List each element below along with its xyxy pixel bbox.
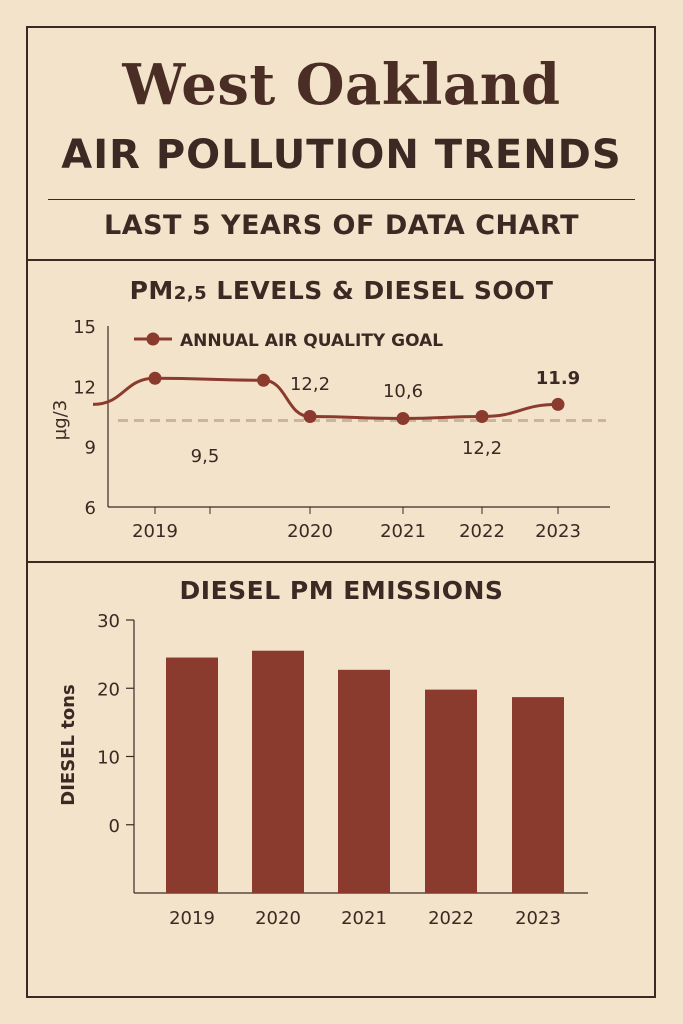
bar-x-tick-label: 2023 — [515, 908, 561, 929]
diesel-bar — [338, 669, 390, 893]
page-title: West Oakland — [122, 52, 561, 118]
bar-y-tick-label: 30 — [97, 611, 120, 632]
line-chart-title-sub: 2,5 — [173, 283, 208, 304]
line-x-tick-label: 2021 — [380, 521, 426, 542]
diesel-bar — [166, 657, 218, 893]
line-x-tick-label: 2023 — [535, 521, 581, 542]
bar-y-tick-label: 10 — [97, 748, 120, 769]
line-chart-title-main: PM — [129, 276, 174, 305]
bar-x-tick-label: 2019 — [169, 908, 215, 929]
pm25-data-point — [475, 410, 489, 423]
diesel-bar — [252, 650, 304, 893]
line-x-tick-label: 2019 — [132, 521, 178, 542]
diesel-bar — [425, 689, 477, 893]
line-y-axis-label: µg/3 — [50, 400, 71, 440]
section-divider-top — [26, 259, 656, 261]
pm25-data-point — [396, 412, 410, 426]
legend-marker — [146, 332, 160, 346]
pm25-data-point — [551, 397, 565, 411]
bar-x-tick-label: 2021 — [341, 908, 387, 929]
line-data-label: 11.9 — [536, 368, 580, 389]
line-x-tick-label: 2022 — [459, 521, 505, 542]
line-data-label: 12,2 — [462, 438, 502, 459]
pm25-data-point — [303, 410, 317, 423]
line-y-tick-label: 15 — [73, 317, 96, 338]
bar-x-tick-label: 2020 — [255, 908, 301, 929]
line-y-tick-label: 6 — [85, 498, 96, 519]
legend-label: ANNUAL AIR QUALITY GOAL — [180, 331, 443, 351]
pm25-data-point — [148, 371, 162, 385]
line-y-tick-label: 9 — [85, 438, 96, 459]
line-data-label: 10,6 — [383, 381, 423, 402]
line-x-tick-label: 2020 — [287, 521, 333, 542]
section-divider-bottom — [26, 561, 656, 563]
bar-chart-title: DIESEL PM EMISSIONS — [179, 576, 504, 605]
line-chart-title: PM2,5 LEVELS & DIESEL SOOT — [0, 276, 683, 305]
bar-y-axis-label: DIESEL tons — [58, 684, 79, 805]
line-data-label: 12,2 — [290, 374, 330, 395]
line-chart-title-rest: LEVELS & DIESEL SOOT — [207, 276, 554, 305]
diesel-bar — [512, 697, 564, 893]
page-subtitle: AIR POLLUTION TRENDS — [61, 132, 622, 178]
poster-frame — [26, 26, 656, 998]
pm25-data-point — [257, 373, 270, 387]
bar-y-tick-label: 0 — [109, 816, 120, 837]
page-tagline: LAST 5 YEARS OF DATA CHART — [103, 210, 579, 241]
title-rule — [48, 199, 635, 200]
line-data-label: 9,5 — [191, 446, 220, 467]
line-y-tick-label: 12 — [73, 377, 96, 398]
bar-y-tick-label: 20 — [97, 679, 120, 700]
bar-x-tick-label: 2022 — [428, 908, 474, 929]
